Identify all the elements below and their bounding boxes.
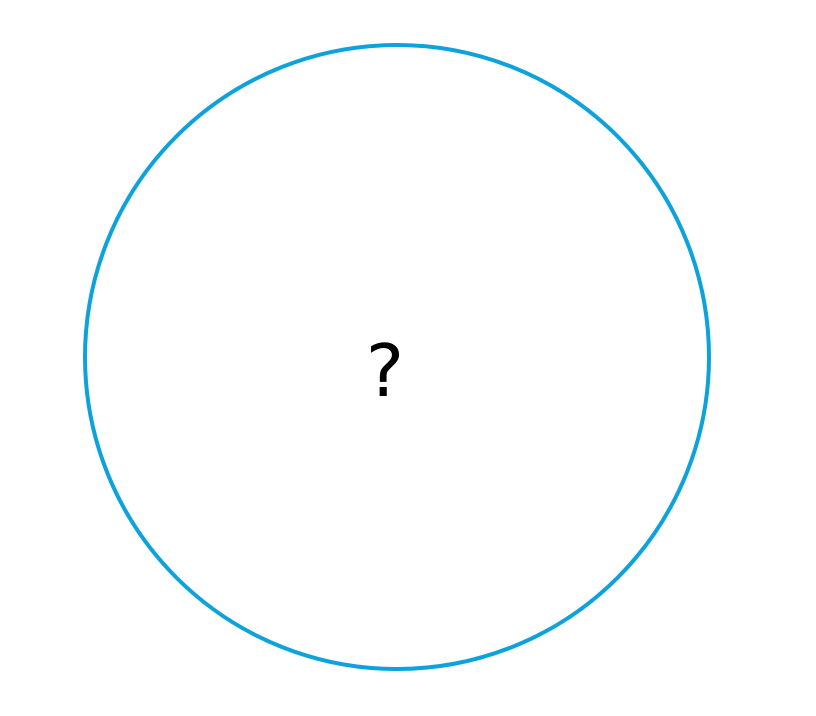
circle-outline — [83, 43, 711, 671]
question-mark-label: ? — [366, 329, 404, 413]
